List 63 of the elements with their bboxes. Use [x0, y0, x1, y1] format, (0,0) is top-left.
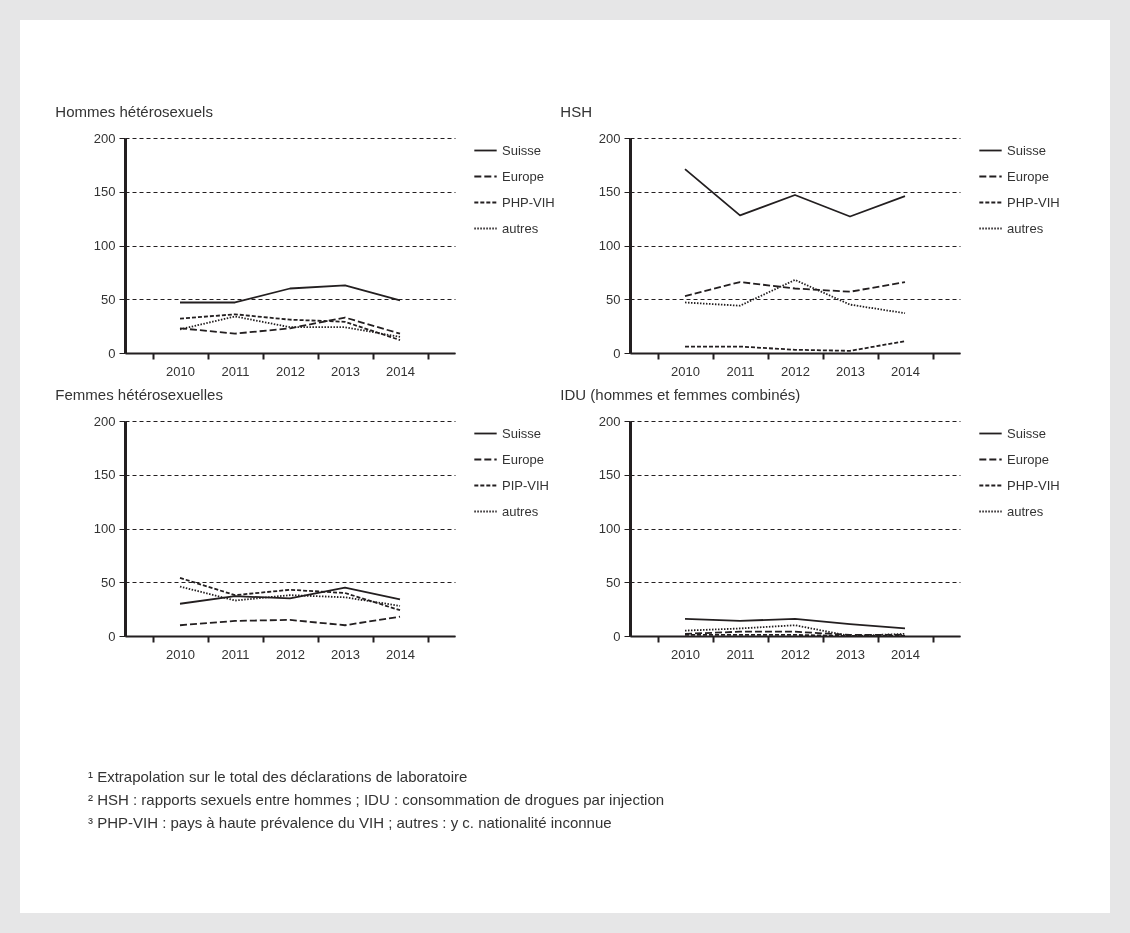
y-tick-label: 150 — [598, 184, 621, 200]
y-tick-label: 0 — [108, 345, 116, 361]
legend-label: autres — [502, 503, 539, 519]
chart-title: Hommes hétérosexuels — [55, 103, 213, 120]
legend-label: Suisse — [502, 142, 542, 158]
y-tick-label: 200 — [598, 130, 621, 146]
x-tick-label: 2011 — [221, 363, 250, 379]
x-tick-label: 2013 — [331, 646, 360, 662]
x-tick-label: 2011 — [221, 646, 250, 662]
x-tick-label: 2012 — [276, 363, 305, 379]
x-tick-label: 2010 — [671, 646, 700, 662]
legend-label: Europe — [502, 451, 544, 467]
x-tick-label: 2012 — [276, 646, 305, 662]
x-tick-label: 2014 — [386, 363, 415, 379]
legend-label: Europe — [1007, 168, 1049, 184]
x-tick-label: 2014 — [891, 646, 920, 662]
y-tick-label: 0 — [613, 628, 621, 644]
y-tick-label: 0 — [613, 345, 621, 361]
text: ³ PHP-VIH : pays à haute prévalence du VIH ; autres : y c. nationalité inconnue — [88, 813, 613, 833]
legend-label: autres — [1007, 220, 1044, 236]
legend-label: PHP-VIH — [502, 194, 555, 210]
legend-label: Europe — [1007, 451, 1049, 467]
y-tick-label: 50 — [606, 574, 621, 590]
x-tick-label: 2013 — [836, 646, 865, 662]
legend-label: PHP-VIH — [1007, 477, 1060, 493]
legend-label: Europe — [502, 168, 544, 184]
x-tick-label: 2014 — [386, 646, 415, 662]
legend-label: autres — [502, 220, 539, 236]
y-tick-label: 100 — [93, 521, 116, 536]
y-tick-label: 200 — [598, 413, 621, 429]
x-tick-label: 2011 — [726, 646, 755, 662]
x-tick-label: 2014 — [891, 363, 920, 379]
x-tick-label: 2012 — [781, 363, 810, 379]
x-tick-label: 2013 — [836, 363, 865, 379]
y-tick-label: 100 — [598, 238, 621, 253]
y-tick-label: 0 — [108, 628, 116, 644]
legend-label: Suisse — [1007, 142, 1047, 158]
y-tick-label: 150 — [598, 467, 621, 483]
y-tick-label: 100 — [598, 521, 621, 536]
x-tick-label: 2013 — [331, 363, 360, 379]
x-tick-label: 2010 — [166, 646, 195, 662]
chart-title: Femmes hétérosexuelles — [55, 386, 223, 403]
y-tick-label: 200 — [93, 413, 116, 429]
y-tick-label: 50 — [101, 574, 116, 590]
x-tick-label: 2011 — [726, 363, 755, 379]
chart-title: IDU (hommes et femmes combinés) — [560, 386, 801, 403]
legend-label: Suisse — [1007, 425, 1047, 441]
x-tick-label: 2010 — [166, 363, 195, 379]
x-tick-label: 2012 — [781, 646, 810, 662]
y-tick-label: 100 — [93, 238, 116, 253]
x-tick-label: 2010 — [671, 363, 700, 379]
y-tick-label: 200 — [93, 130, 116, 146]
legend-label: PHP-VIH — [1007, 194, 1060, 210]
y-tick-label: 150 — [93, 467, 116, 483]
legend-label: Suisse — [502, 425, 542, 441]
text: ² HSH : rapports sexuels entre hommes ; IDU : consommation de drogues par injection — [88, 790, 665, 810]
chart-title: HSH — [560, 103, 592, 120]
y-tick-label: 150 — [93, 184, 116, 200]
y-tick-label: 50 — [101, 291, 116, 307]
text: ¹ Extrapolation sur le total des déclarations de laboratoire — [88, 767, 469, 787]
y-tick-label: 50 — [606, 291, 621, 307]
legend-label: autres — [1007, 503, 1044, 519]
legend-label: PIP-VIH — [502, 477, 549, 493]
